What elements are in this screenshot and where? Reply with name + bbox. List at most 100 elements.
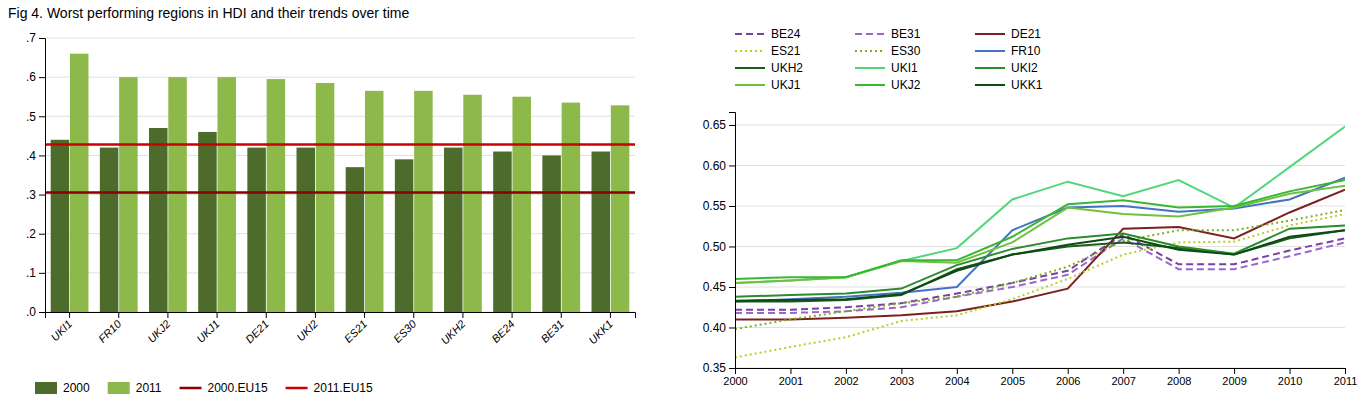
legend-swatch <box>735 67 765 69</box>
x-tick-label: ES30 <box>391 317 419 345</box>
y-tick: 0.65 <box>703 118 735 132</box>
bar-series <box>70 54 629 312</box>
x-tick-mark <box>561 312 562 318</box>
legend-swatch <box>975 33 1005 35</box>
legend-swatch <box>735 33 765 35</box>
y-tick: .7 <box>26 31 45 45</box>
y-tick: .6 <box>26 70 45 84</box>
legend: 200020112000.EU152011.EU15 <box>35 381 373 395</box>
legend-swatch <box>735 84 765 86</box>
x-tick-label: BE24 <box>489 318 517 346</box>
line-chart: 0.350.400.450.500.550.600.65200020012002… <box>703 27 1358 387</box>
y-tick: .5 <box>26 110 45 124</box>
y-tick-mark <box>39 116 45 117</box>
bar <box>316 83 335 312</box>
x-tick: 2003 <box>890 368 914 387</box>
x-axis: UKI1FR10UKJ2UKJ1DE21UKI2ES21ES30UKH2BE24… <box>46 312 636 347</box>
y-tick-mark <box>729 165 735 166</box>
y-tick-label: 0.45 <box>703 280 727 294</box>
x-tick: UKJ1 <box>194 312 222 345</box>
x-tick-label: ES21 <box>342 318 370 346</box>
x-tick-mark <box>1123 368 1124 374</box>
y-tick-label: .6 <box>26 70 36 84</box>
x-tick-label: 2002 <box>834 375 858 387</box>
bar <box>51 140 70 312</box>
legend-item: 2011.EU15 <box>286 381 373 395</box>
legend-label: BE31 <box>891 27 921 41</box>
bar <box>542 155 561 312</box>
legend-swatch <box>35 382 57 394</box>
x-tick-label: 2001 <box>779 375 803 387</box>
x-tick: DE21 <box>243 312 271 345</box>
y-tick-mark <box>39 77 45 78</box>
y-tick-label: 0.60 <box>703 159 727 173</box>
grid-line <box>735 327 1345 328</box>
y-tick-mark <box>39 195 45 196</box>
legend-label: UKK1 <box>1011 78 1043 92</box>
plot-area <box>735 127 1345 358</box>
legend-item: 2011 <box>108 381 162 395</box>
plot-area <box>45 54 635 312</box>
legend-swatch <box>180 387 202 390</box>
y-tick: .2 <box>26 227 45 241</box>
y-tick-label: 0.50 <box>703 240 727 254</box>
y-tick-label: .1 <box>26 266 36 280</box>
bar <box>493 152 512 312</box>
x-tick: BE31 <box>538 312 566 345</box>
legend-label: BE24 <box>771 27 801 41</box>
legend-item: ES30 <box>855 44 921 58</box>
bar <box>414 91 433 312</box>
bar <box>346 167 365 312</box>
legend-item: UKJ1 <box>735 78 801 92</box>
legend-swatch <box>975 50 1005 52</box>
y-tick-label: .7 <box>26 31 36 45</box>
legend-item: UKI2 <box>975 61 1038 75</box>
x-tick-mark <box>901 368 902 374</box>
x-tick-mark <box>735 368 736 374</box>
x-tick: 2008 <box>1167 368 1191 387</box>
y-tick-mark <box>39 155 45 156</box>
x-tick: 2009 <box>1222 368 1246 387</box>
line <box>735 178 1345 302</box>
x-tick-label: BE31 <box>538 318 566 346</box>
legend-swatch <box>855 67 885 69</box>
legend-swatch <box>286 387 308 390</box>
legend-swatch <box>975 84 1005 86</box>
bar-chart: .0.1.2.3.4.5.6.7UKI1FR10UKJ2UKJ1DE21UKI2… <box>26 31 636 395</box>
x-tick-mark <box>118 312 119 318</box>
x-tick-label: UKI1 <box>48 318 74 344</box>
y-tick-label: 0.35 <box>703 361 727 375</box>
x-tick: 2002 <box>834 368 858 387</box>
x-tick-mark <box>315 312 316 318</box>
y-axis-line <box>39 39 46 313</box>
line <box>735 225 1345 296</box>
y-axis-line <box>729 113 736 369</box>
y-tick: .4 <box>26 149 45 163</box>
x-tick-label: FR10 <box>96 317 124 345</box>
x-tick-label: 2000 <box>723 375 747 387</box>
y-tick-label: 0.40 <box>703 321 727 335</box>
x-tick-mark <box>167 312 168 318</box>
x-tick: 2007 <box>1111 368 1135 387</box>
legend-item: BE24 <box>735 27 801 41</box>
y-tick-mark <box>729 287 735 288</box>
grid <box>45 38 635 312</box>
y-tick-mark <box>729 368 735 369</box>
x-tick-mark <box>1179 368 1180 374</box>
x-tick-label: 2007 <box>1111 375 1135 387</box>
x-tick-mark <box>957 368 958 374</box>
legend-item: DE21 <box>975 27 1041 41</box>
x-tick-mark <box>610 312 611 318</box>
x-tick-label: UKH2 <box>438 318 467 347</box>
x-tick: BE24 <box>489 312 517 345</box>
bar <box>119 77 138 312</box>
legend-label: 2011 <box>136 381 162 395</box>
y-tick-label: .5 <box>26 110 36 124</box>
y-tick-label: 0.65 <box>703 118 727 132</box>
x-tick-mark <box>69 312 70 318</box>
legend-swatch <box>108 382 130 394</box>
x-tick-label: 2006 <box>1056 375 1080 387</box>
x-tick: UKI2 <box>294 312 320 343</box>
x-tick-mark <box>217 312 218 318</box>
grid-line <box>735 165 1345 166</box>
